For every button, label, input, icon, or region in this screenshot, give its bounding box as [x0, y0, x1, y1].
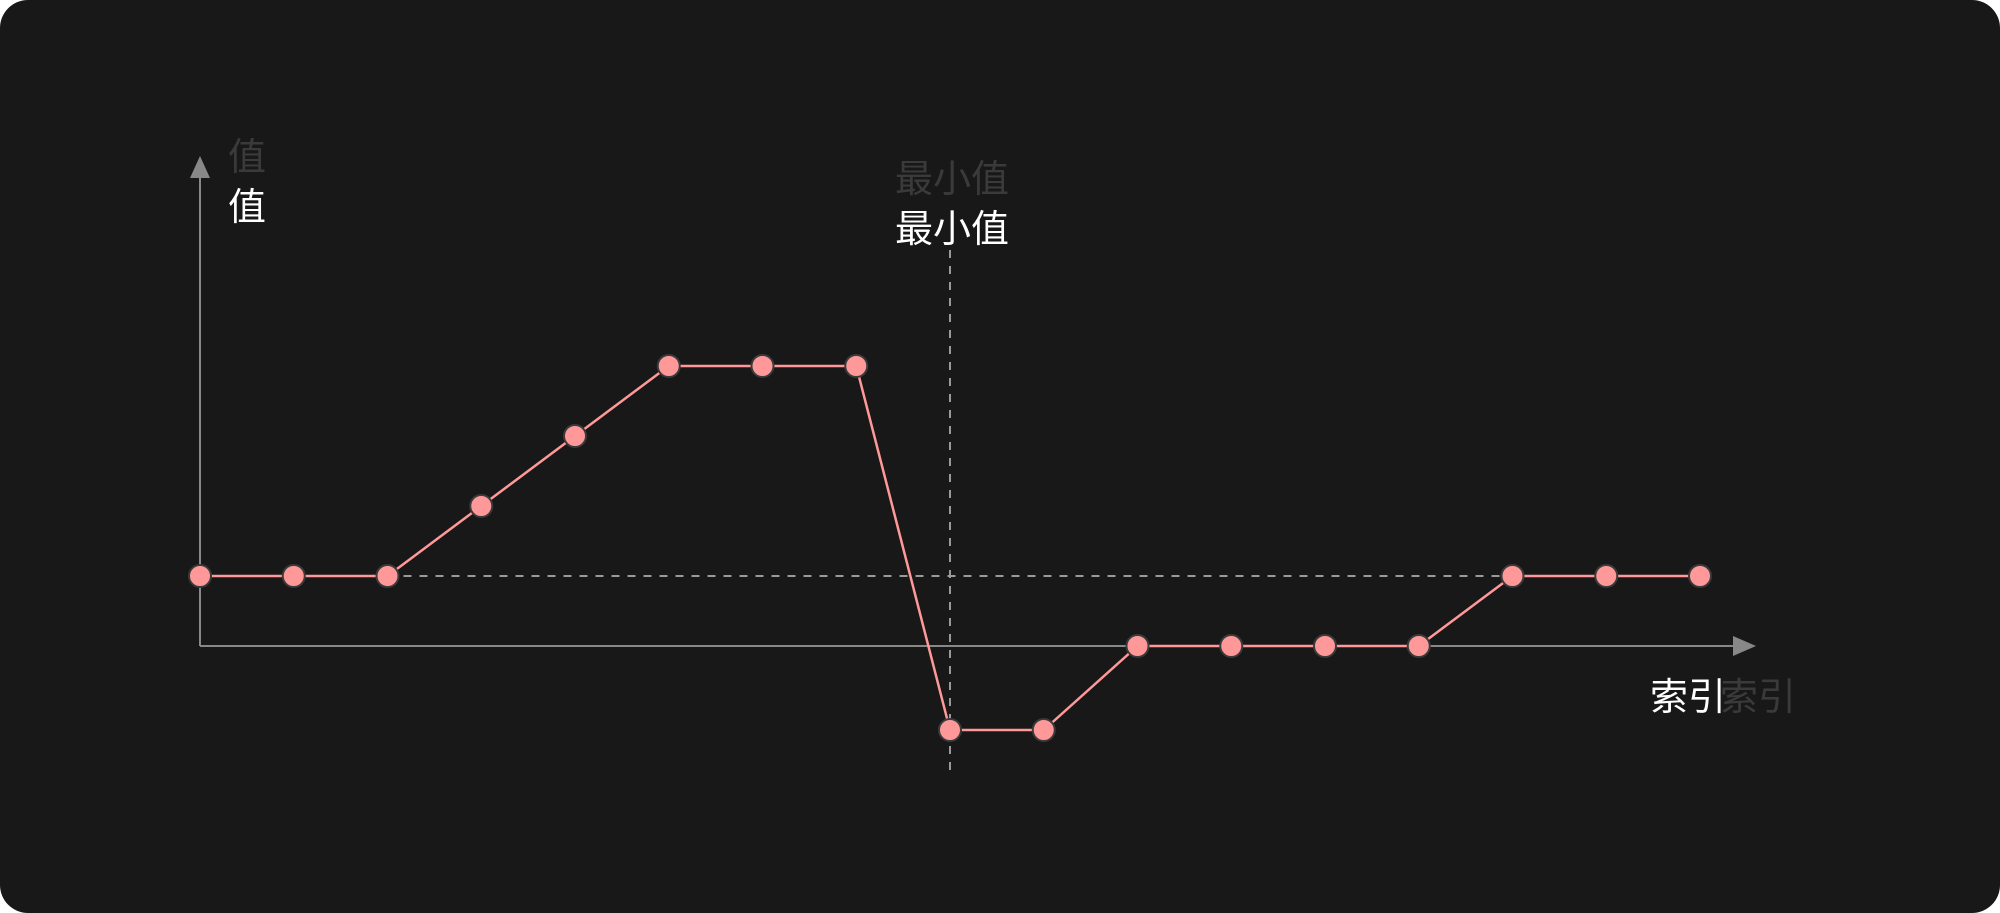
data-point [1219, 634, 1244, 658]
data-point [1125, 634, 1150, 658]
data-point [375, 564, 400, 588]
data-point [1688, 564, 1712, 588]
data-point [1406, 634, 1431, 658]
y-axis-label-shadow: 值 [228, 135, 266, 179]
series-line [200, 364, 1700, 732]
data-point [188, 564, 212, 588]
data-point [281, 564, 306, 588]
min-marker-label-shadow: 最小值 [895, 157, 1009, 201]
data-point [844, 354, 869, 378]
y-axis-label: 值 [228, 185, 266, 229]
data-point [1313, 634, 1337, 658]
data-point [563, 424, 587, 448]
x-axis-label-shadow: 索引 [1720, 675, 1796, 719]
data-point [469, 494, 494, 518]
x-axis-arrow-icon [1733, 636, 1756, 656]
x-axis-label: 索引 [1650, 675, 1726, 719]
series-points [188, 354, 1712, 742]
data-point [1031, 718, 1056, 742]
data-point [938, 718, 962, 742]
data-point [656, 354, 681, 378]
min-marker-label: 最小值 [895, 207, 1009, 251]
data-point [750, 354, 775, 378]
y-axis-arrow-icon [190, 156, 210, 178]
data-point [1500, 564, 1525, 588]
data-point [1594, 564, 1619, 588]
